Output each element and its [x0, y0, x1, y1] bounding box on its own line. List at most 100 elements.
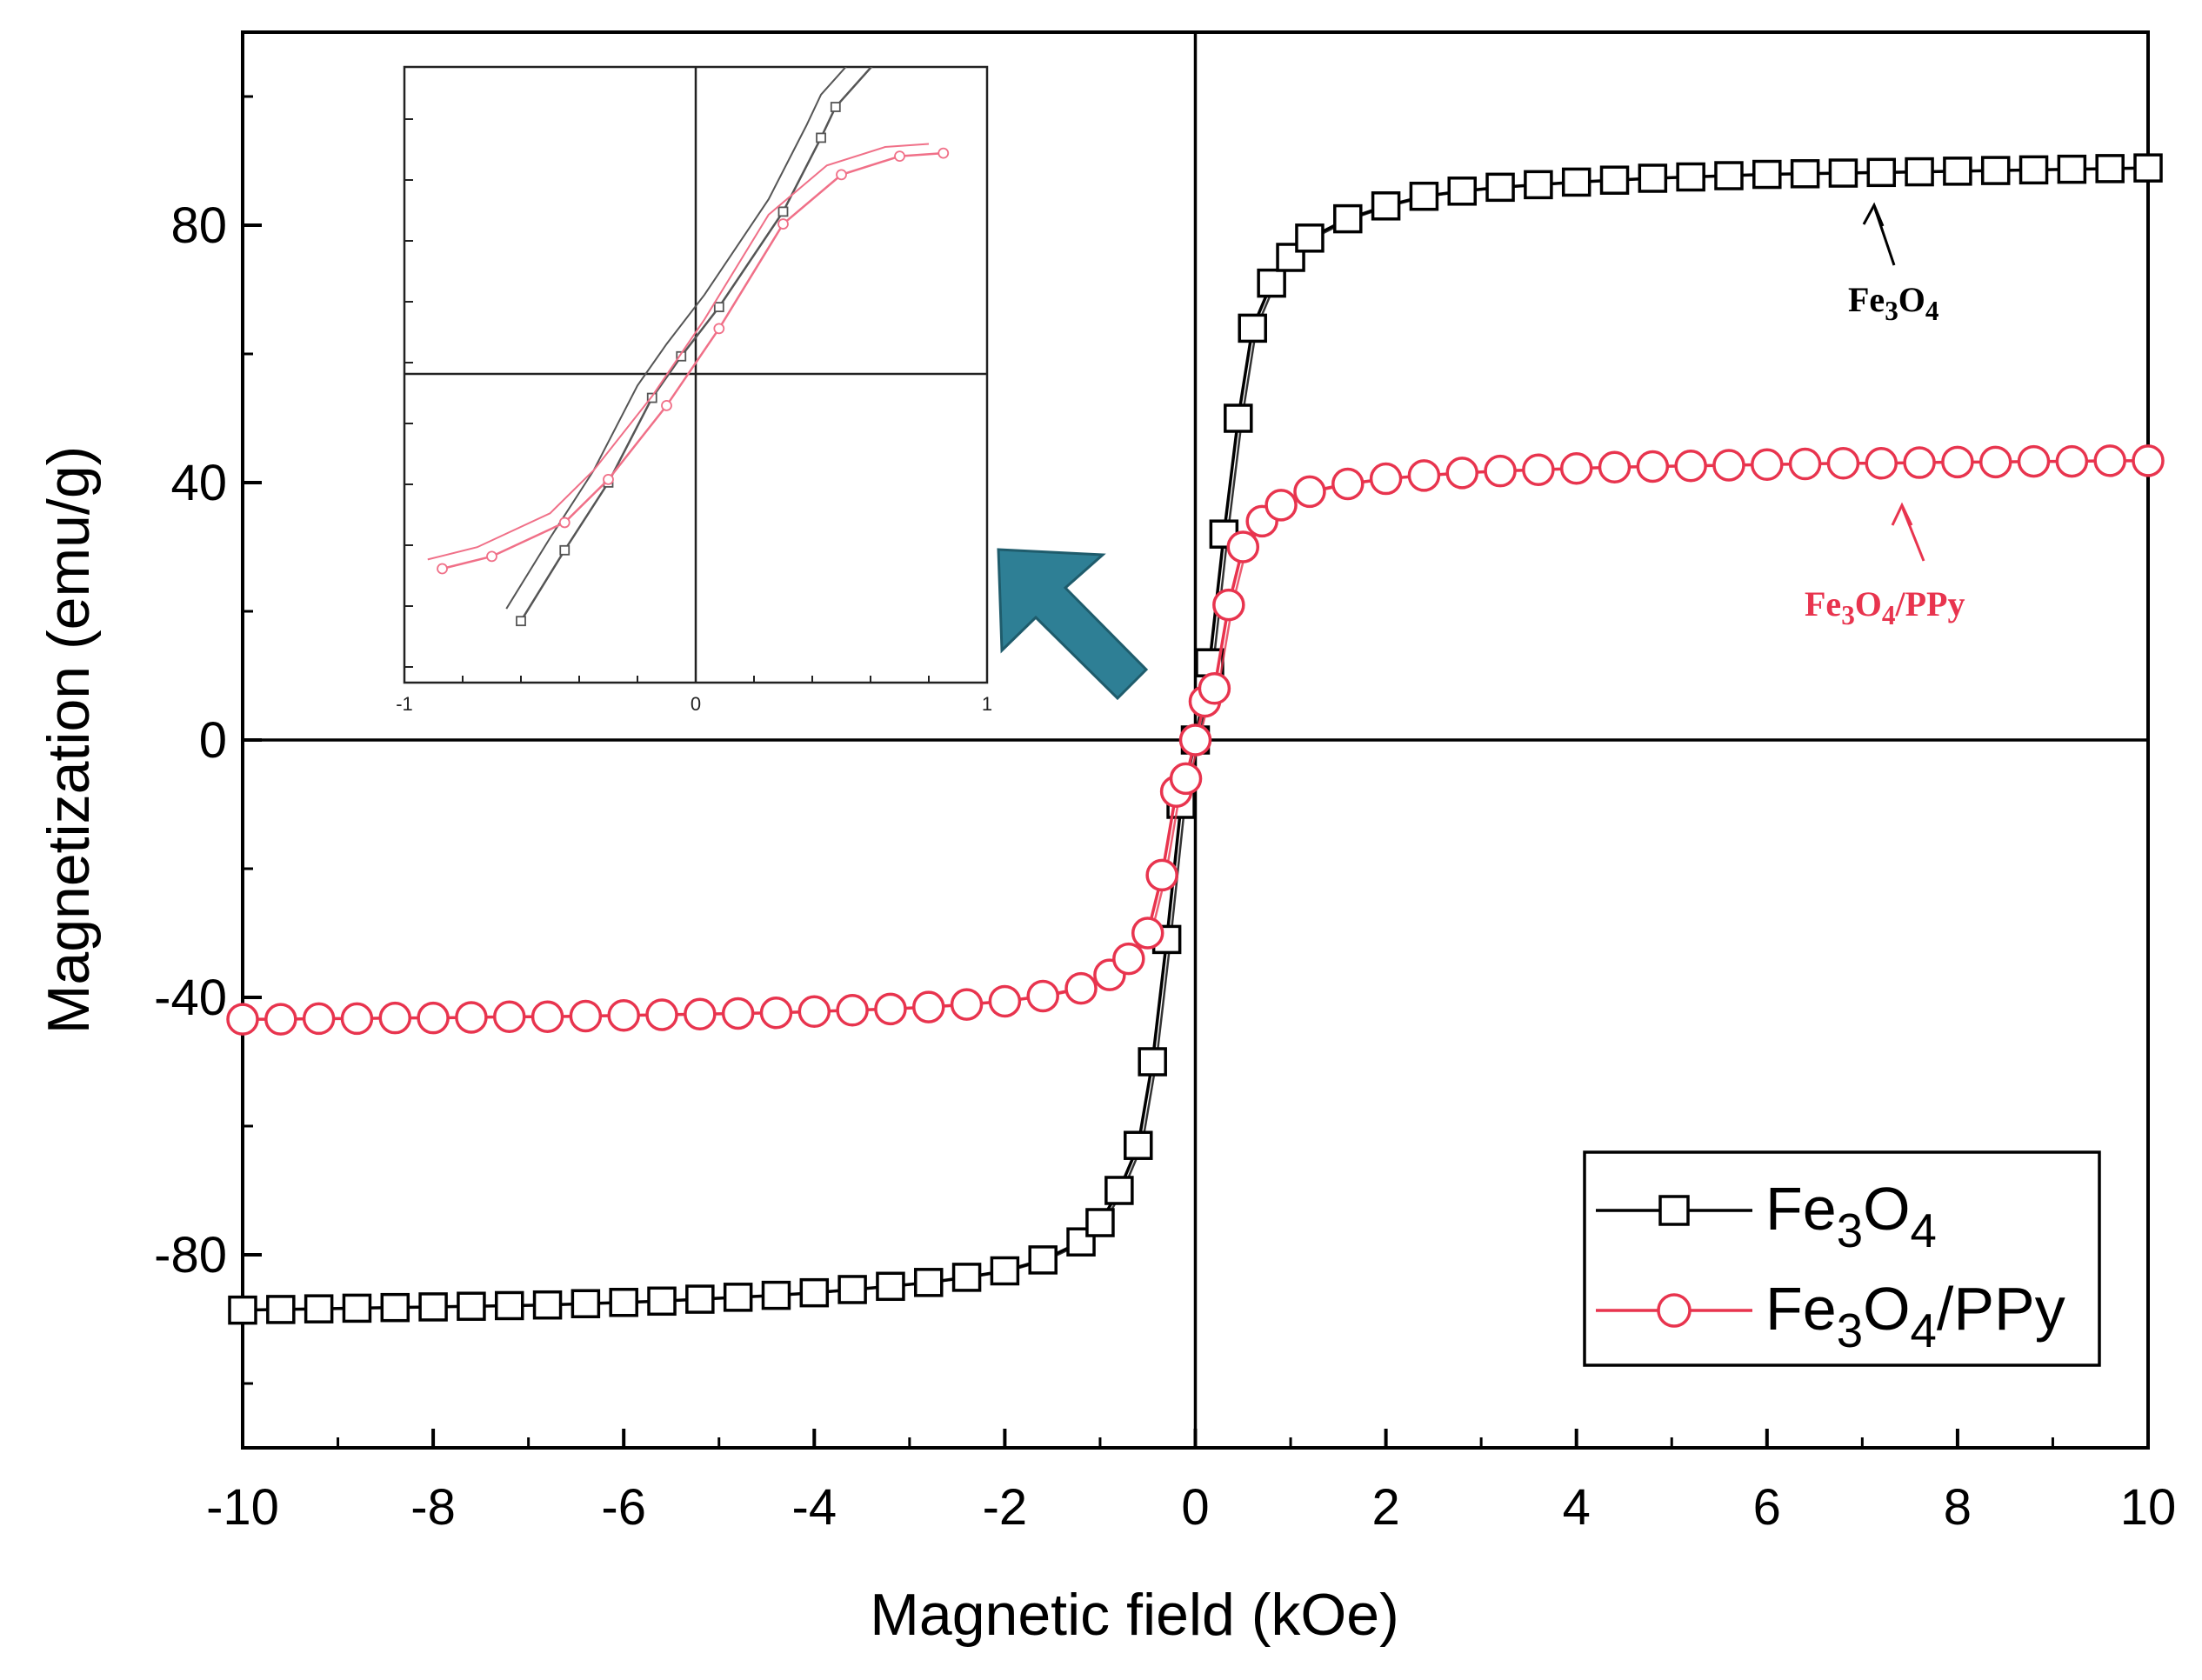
- data-point-square: [1138, 1047, 1167, 1077]
- annotation-arrowhead-fe3o4: [1862, 202, 1885, 227]
- data-point-circle: [797, 995, 831, 1029]
- data-point-square: [1866, 157, 1897, 188]
- inset-point-circle: [713, 323, 725, 335]
- data-point-square: [1333, 203, 1363, 234]
- y-tick-label: 80: [170, 197, 227, 254]
- legend-label: Fe3​O4​: [1765, 1175, 1937, 1257]
- data-point-circle: [684, 997, 717, 1030]
- inset-point-circle: [437, 563, 448, 575]
- inset-point-square: [559, 544, 571, 556]
- data-point-circle: [1941, 445, 1974, 479]
- data-point-circle: [1293, 475, 1326, 509]
- data-point-circle: [1198, 672, 1231, 705]
- annotation-fe3o4: Fe3​O4​: [1848, 280, 1939, 326]
- inset-point-circle: [486, 550, 497, 563]
- data-point-square: [1124, 1130, 1153, 1160]
- inset-line-return: [505, 67, 847, 610]
- inset-point-circle: [558, 517, 571, 529]
- inset-point-square: [646, 392, 657, 403]
- data-point-circle: [1064, 971, 1098, 1005]
- data-point-circle: [378, 1001, 412, 1035]
- data-point-square: [2133, 153, 2163, 183]
- data-point-circle: [1445, 457, 1478, 490]
- data-point-square: [914, 1268, 944, 1297]
- data-point-square: [1371, 191, 1401, 221]
- x-tick-label: -2: [983, 1479, 1028, 1536]
- inset-series-group: [427, 47, 950, 627]
- data-point-circle: [1751, 448, 1784, 482]
- data-point-circle: [1112, 942, 1145, 976]
- data-point-circle: [1026, 979, 1059, 1013]
- inset-point-square: [881, 47, 890, 56]
- data-point-square: [266, 1295, 296, 1324]
- x-tick-label: 10: [2120, 1479, 2177, 1536]
- data-point-circle: [988, 984, 1022, 1018]
- data-point-circle: [1484, 454, 1517, 488]
- data-point-square: [876, 1271, 905, 1302]
- data-point-square: [1224, 403, 1253, 433]
- data-point-square: [723, 1283, 753, 1312]
- inset-point-square: [676, 350, 687, 362]
- data-point-square: [1524, 170, 1553, 200]
- data-point-square: [342, 1293, 372, 1323]
- legend-item: Fe3​O4​/PPy: [1596, 1275, 2065, 1357]
- data-point-circle: [1978, 445, 2012, 479]
- data-point-circle: [1522, 453, 1555, 486]
- y-tick-label: -40: [154, 970, 227, 1026]
- data-point-circle: [874, 992, 907, 1026]
- series-fe3o4: [228, 153, 2163, 1325]
- data-point-circle: [607, 998, 640, 1032]
- x-tick-label: -10: [206, 1479, 279, 1536]
- data-point-square: [380, 1292, 410, 1323]
- data-point-square: [1943, 157, 1972, 186]
- data-point-circle: [1407, 459, 1441, 492]
- inset-x-tick-label: 0: [691, 693, 701, 715]
- data-point-square: [228, 1295, 257, 1325]
- data-point-square: [1295, 223, 1325, 253]
- data-point-square: [1752, 159, 1782, 190]
- data-point-circle: [2132, 444, 2165, 477]
- data-point-circle: [1865, 447, 1898, 480]
- data-point-square: [304, 1294, 334, 1323]
- data-point-circle: [569, 999, 603, 1033]
- data-point-square: [1790, 159, 1820, 189]
- data-point-square: [494, 1290, 524, 1321]
- data-point-circle: [2055, 444, 2089, 478]
- data-point-square: [1104, 1176, 1134, 1205]
- data-point-circle: [1636, 450, 1670, 483]
- legend-marker-square: [1658, 1195, 1690, 1226]
- data-point-circle: [950, 988, 984, 1021]
- data-point-square: [1905, 157, 1934, 187]
- data-point-circle: [455, 1001, 488, 1034]
- data-point-circle: [530, 1000, 564, 1033]
- data-point-circle: [1264, 489, 1298, 522]
- x-tick-label: 2: [1371, 1479, 1399, 1536]
- data-point-square: [2018, 155, 2049, 185]
- data-point-circle: [1826, 447, 1860, 480]
- inset-x-tick-label: 1: [982, 693, 992, 715]
- data-point-circle: [2093, 444, 2126, 477]
- x-tick-label: 4: [1563, 1479, 1591, 1536]
- inset-point-square: [777, 206, 789, 217]
- legend-marker-circle: [1657, 1293, 1692, 1328]
- legend: Fe3​O4​ Fe3​O4​/PPy: [1583, 1150, 2101, 1367]
- y-tick-label: -80: [154, 1227, 227, 1283]
- series-fe3o4-ppy: [226, 444, 2165, 1036]
- data-point-square: [761, 1280, 791, 1310]
- data-point-circle: [226, 1003, 259, 1036]
- inset-point-circle: [603, 473, 614, 485]
- data-point-circle: [1903, 446, 1936, 479]
- data-point-circle: [1226, 530, 1260, 563]
- data-point-circle: [2017, 444, 2051, 478]
- legend-label: Fe3​O4​/PPy: [1765, 1275, 2065, 1357]
- legend-item: Fe3​O4​: [1596, 1175, 1937, 1257]
- data-point-square: [1828, 158, 1858, 188]
- data-point-square: [685, 1284, 715, 1314]
- data-point-square: [1561, 167, 1591, 197]
- data-point-square: [571, 1289, 601, 1318]
- data-point-square: [799, 1277, 830, 1308]
- inset-point-square: [830, 102, 841, 112]
- data-point-circle: [492, 1000, 526, 1033]
- data-point-circle: [1212, 588, 1245, 622]
